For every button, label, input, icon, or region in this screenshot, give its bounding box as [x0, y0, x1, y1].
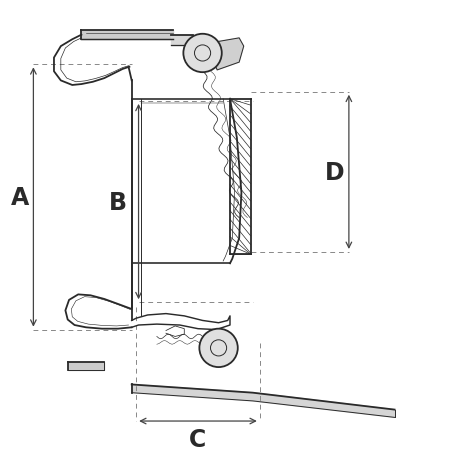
- Polygon shape: [81, 31, 173, 40]
- Text: A: A: [11, 185, 29, 210]
- Text: D: D: [325, 161, 344, 185]
- Circle shape: [183, 35, 221, 73]
- Polygon shape: [131, 385, 394, 418]
- Polygon shape: [212, 39, 243, 71]
- Text: B: B: [109, 190, 127, 214]
- Circle shape: [199, 329, 237, 367]
- Polygon shape: [67, 362, 104, 370]
- Polygon shape: [170, 36, 193, 46]
- Text: C: C: [189, 427, 206, 451]
